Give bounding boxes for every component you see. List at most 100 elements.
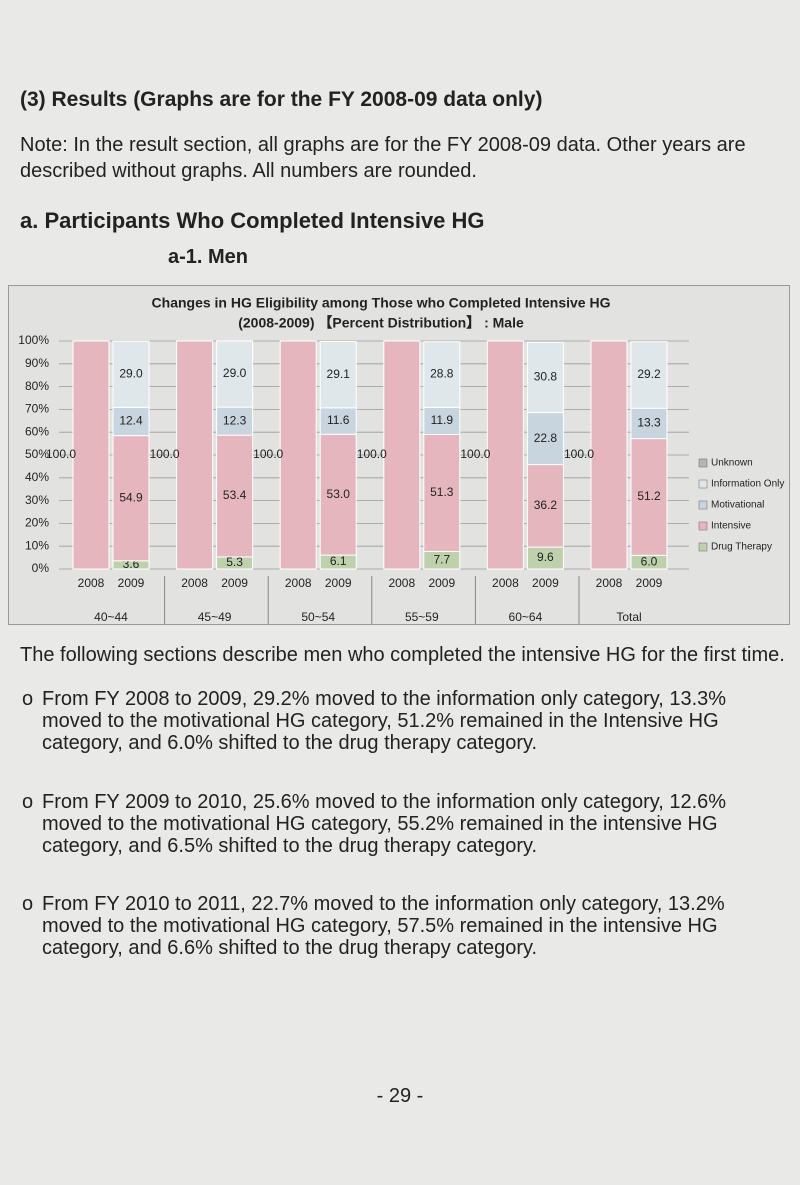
group-label: 55~59 [405, 610, 439, 624]
data-label: 6.0 [641, 554, 658, 568]
group-label: 50~54 [301, 610, 335, 624]
legend-swatch [698, 542, 708, 552]
legend-swatch [698, 479, 708, 489]
bar-segment [112, 435, 150, 562]
y-tick-label: 0% [32, 561, 50, 575]
data-label: 100.0 [564, 447, 594, 461]
data-label: 28.8 [430, 367, 454, 381]
legend-swatch [698, 500, 708, 510]
bar-segment [423, 341, 461, 408]
bar-segment [526, 464, 564, 548]
legend-swatch [698, 521, 708, 531]
group-label: Total [616, 610, 641, 624]
bar-segment [279, 340, 317, 570]
x-tick-label: 2009 [636, 576, 663, 590]
data-label: 100.0 [46, 447, 76, 461]
section-subtitle: a-1. Men [168, 246, 249, 268]
y-tick-label: 20% [25, 516, 49, 530]
data-label: 51.3 [430, 485, 454, 499]
bullet-marker: o [22, 893, 34, 915]
group-label: 60~64 [509, 610, 543, 624]
data-label: 29.1 [327, 367, 351, 381]
bullet-marker: o [22, 688, 34, 710]
x-tick-label: 2009 [325, 576, 352, 590]
note: Note: In the result section, all graphs … [20, 134, 746, 182]
x-tick-label: 2009 [221, 576, 248, 590]
page-number: - 29 - [376, 1085, 424, 1107]
bar-segment [319, 407, 357, 435]
y-tick-label: 90% [25, 356, 49, 370]
bullet-marker: o [22, 791, 34, 813]
data-label: 53.4 [223, 488, 247, 502]
x-tick-label: 2008 [285, 576, 312, 590]
data-label: 36.2 [534, 498, 558, 512]
bar-segment [630, 438, 668, 556]
bar-segment [526, 341, 564, 414]
legend-label: Drug Therapy [711, 542, 772, 553]
y-tick-label: 80% [25, 379, 49, 393]
section-title: a. Participants Who Completed Intensive … [20, 208, 485, 233]
chart: Changes in HG Eligibility among Those wh… [8, 285, 790, 625]
data-label: 100.0 [150, 447, 180, 461]
x-tick-label: 2009 [118, 576, 145, 590]
x-tick-label: 2008 [492, 576, 519, 590]
data-label: 29.0 [223, 366, 247, 380]
x-tick-label: 2008 [78, 576, 105, 590]
bar-segment [319, 340, 357, 409]
bar-segment [72, 340, 110, 570]
legend-swatch [698, 458, 708, 468]
data-label: 5.3 [226, 555, 243, 569]
bar-segment [176, 340, 214, 570]
data-label: 29.0 [119, 366, 143, 380]
bar-segment [112, 406, 150, 437]
data-label: 12.3 [223, 413, 247, 427]
bar-segment [486, 340, 524, 570]
page-title: (3) Results (Graphs are for the FY 2008-… [20, 88, 543, 111]
group-label: 45~49 [198, 610, 232, 624]
data-label: 100.0 [460, 447, 490, 461]
data-label: 13.3 [637, 416, 661, 430]
legend-label: Motivational [711, 500, 764, 511]
x-tick-label: 2008 [181, 576, 208, 590]
bullet: From FY 2010 to 2011, 22.7% moved to the… [42, 893, 725, 959]
data-label: 54.9 [119, 490, 143, 504]
bar-segment [383, 340, 421, 570]
chart-title: Changes in HG Eligibility among Those wh… [152, 295, 611, 311]
legend-label: Intensive [711, 521, 751, 532]
data-label: 6.1 [330, 554, 347, 568]
legend-label: Information Only [711, 479, 784, 490]
chart-subtitle: (2008-2009) 【Percent Distribution】 : Mal… [238, 315, 524, 331]
bar-segment [590, 340, 628, 570]
bar-segment [216, 340, 254, 408]
legend-label: Unknown [711, 458, 753, 469]
bar-segment [216, 434, 254, 558]
intro: The following sections describe men who … [20, 644, 785, 666]
bar-segment [423, 406, 461, 435]
group-label: 40~44 [94, 610, 128, 624]
data-label: 100.0 [253, 447, 283, 461]
y-tick-label: 70% [25, 402, 49, 416]
data-label: 22.8 [534, 431, 558, 445]
y-tick-label: 30% [25, 493, 49, 507]
data-label: 51.2 [637, 489, 661, 503]
data-label: 9.6 [537, 550, 554, 564]
bullet: From FY 2009 to 2010, 25.6% moved to the… [42, 791, 727, 857]
bar-segment [112, 340, 150, 408]
x-tick-label: 2008 [596, 576, 623, 590]
x-tick-label: 2008 [388, 576, 415, 590]
bar-segment [319, 433, 357, 556]
y-tick-label: 40% [25, 470, 49, 484]
x-tick-label: 2009 [428, 576, 455, 590]
data-label: 11.6 [327, 413, 350, 427]
data-label: 7.7 [433, 552, 450, 566]
y-tick-label: 50% [25, 447, 49, 461]
x-tick-label: 2009 [532, 576, 559, 590]
data-label: 100.0 [357, 447, 387, 461]
data-label: 29.2 [637, 367, 661, 381]
data-label: 30.8 [534, 370, 558, 384]
y-tick-label: 10% [25, 538, 49, 552]
data-label: 12.4 [119, 414, 143, 428]
bar-segment [630, 341, 668, 409]
y-tick-label: 60% [25, 424, 49, 438]
